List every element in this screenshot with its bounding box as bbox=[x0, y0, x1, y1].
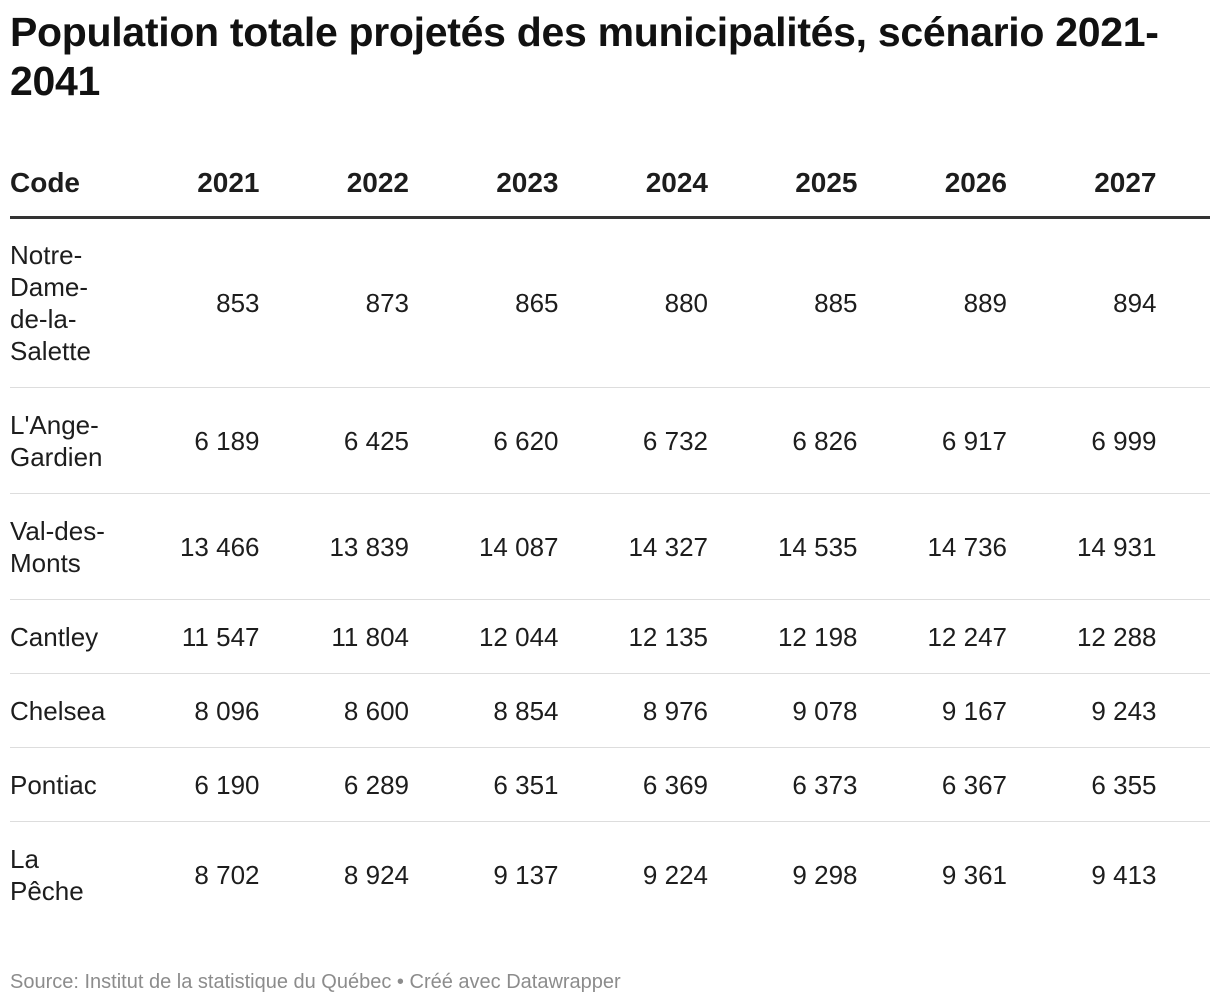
value-cell-2022: 873 bbox=[259, 217, 409, 388]
row-spacer bbox=[1157, 822, 1211, 928]
municipality-name-cell: Chelsea bbox=[10, 673, 110, 748]
value-cell-2027: 6 355 bbox=[1007, 747, 1157, 822]
value-cell-2023: 14 087 bbox=[409, 493, 559, 600]
value-cell-2022: 8 600 bbox=[259, 673, 409, 748]
value-cell-2023: 9 137 bbox=[493, 859, 559, 890]
value-cell-2022: 6 289 bbox=[259, 747, 409, 822]
value-cell-2022: 11 804 bbox=[259, 599, 409, 674]
value-cell-2025: 885 bbox=[708, 217, 858, 388]
value-cell-2024: 12 135 bbox=[558, 599, 708, 674]
column-header-2022[interactable]: 2022 bbox=[259, 150, 409, 219]
value-cell-2026: 889 bbox=[857, 217, 1007, 388]
row-spacer bbox=[1156, 599, 1210, 674]
municipality-name-cell: Pontiac bbox=[10, 747, 110, 822]
table-row: La Pêche 8 702 8 924 9 137 9 224 9 298 9 361 9 4… bbox=[10, 822, 1210, 928]
row-spacer bbox=[1156, 493, 1210, 600]
column-header-2023[interactable]: 2023 bbox=[409, 150, 559, 219]
value-cell-2023: 865 bbox=[409, 217, 559, 388]
municipality-name-cell: Cantley bbox=[10, 599, 110, 674]
municipality-name-cell: La Pêche bbox=[10, 843, 84, 906]
header-row: Code 2021 2022 2023 2024 2025 2026 2027 bbox=[10, 150, 1210, 219]
row-spacer bbox=[1156, 747, 1210, 822]
value-cell-2023: 6 351 bbox=[409, 747, 559, 822]
value-cell-2022: 6 425 bbox=[259, 387, 409, 494]
table-header: Code 2021 2022 2023 2024 2025 2026 2027 bbox=[10, 150, 1210, 219]
value-cell-2023: 6 620 bbox=[409, 387, 559, 494]
value-cell-2025: 12 198 bbox=[708, 599, 858, 674]
table-row: Val-des- Monts 13 466 13 839 14 087 14 327 14 … bbox=[10, 493, 1210, 600]
value-cell-2026: 9 167 bbox=[857, 673, 1007, 748]
row-spacer bbox=[1156, 387, 1210, 494]
column-header-code[interactable]: Code bbox=[10, 150, 110, 219]
column-header-2025[interactable]: 2025 bbox=[708, 150, 858, 219]
value-cell-2027: 894 bbox=[1007, 217, 1157, 388]
value-cell-2026: 14 736 bbox=[857, 493, 1007, 600]
value-cell-2025: 14 535 bbox=[708, 493, 858, 600]
value-cell-2021: 6 190 bbox=[110, 747, 260, 822]
row-spacer bbox=[1156, 217, 1210, 388]
table-row: Chelsea 8 096 8 600 8 854 8 976 9 078 9 167 9 2… bbox=[10, 673, 1210, 748]
column-header-2027[interactable]: 2027 bbox=[1007, 150, 1157, 219]
column-header-2026[interactable]: 2026 bbox=[857, 150, 1007, 219]
column-header-2024[interactable]: 2024 bbox=[558, 150, 708, 219]
value-cell-2021: 8 702 bbox=[194, 859, 260, 890]
value-cell-2021: 11 547 bbox=[110, 599, 260, 674]
value-cell-2026: 12 247 bbox=[857, 599, 1007, 674]
value-cell-2025: 9 298 bbox=[792, 859, 858, 890]
footer-separator: • bbox=[396, 971, 404, 993]
source-label: Source: bbox=[10, 971, 79, 993]
value-cell-2023: 8 854 bbox=[409, 673, 559, 748]
value-cell-2027: 14 931 bbox=[1007, 493, 1157, 600]
table-row: Cantley 11 547 11 804 12 044 12 135 12 198 12 … bbox=[10, 599, 1210, 674]
value-cell-2021: 13 466 bbox=[110, 493, 260, 600]
value-cell-2023: 12 044 bbox=[409, 599, 559, 674]
value-cell-2026: 6 917 bbox=[857, 387, 1007, 494]
value-cell-2027: 9 243 bbox=[1007, 673, 1157, 748]
value-cell-2021: 8 096 bbox=[110, 673, 260, 748]
value-cell-2025: 9 078 bbox=[708, 673, 858, 748]
value-cell-2024: 14 327 bbox=[558, 493, 708, 600]
value-cell-2027: 6 999 bbox=[1007, 387, 1157, 494]
table-body: Notre- Dame-de-la- Salette 853 873 865 880 885 8… bbox=[10, 217, 1210, 928]
credit-text: Créé avec Datawrapper bbox=[409, 971, 621, 993]
row-spacer bbox=[1156, 673, 1210, 748]
municipality-name-cell: Notre- Dame-de-la- Salette bbox=[10, 217, 110, 388]
value-cell-2025: 6 826 bbox=[708, 387, 858, 494]
municipality-name-cell: L'Ange- Gardien bbox=[10, 387, 110, 494]
value-cell-2027: 9 413 bbox=[1091, 859, 1157, 890]
value-cell-2024: 6 732 bbox=[558, 387, 708, 494]
data-table: Code 2021 2022 2023 2024 2025 2026 2027 … bbox=[10, 150, 1210, 928]
municipality-name-cell: Val-des- Monts bbox=[10, 493, 110, 600]
source-footer: Source: Institut de la statistique du Qu… bbox=[10, 969, 621, 995]
value-cell-2024: 8 976 bbox=[558, 673, 708, 748]
value-cell-2024: 9 224 bbox=[642, 859, 708, 890]
table-row: L'Ange- Gardien 6 189 6 425 6 620 6 732 6 826 6… bbox=[10, 387, 1210, 494]
table-row: Pontiac 6 190 6 289 6 351 6 369 6 373 6 367 6 3… bbox=[10, 747, 1210, 822]
column-header-2021[interactable]: 2021 bbox=[110, 150, 260, 219]
value-cell-2022: 8 924 bbox=[343, 859, 409, 890]
source-name: Institut de la statistique du Québec bbox=[84, 971, 392, 993]
value-cell-2021: 853 bbox=[110, 217, 260, 388]
value-cell-2024: 880 bbox=[558, 217, 708, 388]
value-cell-2026: 9 361 bbox=[941, 859, 1007, 890]
value-cell-2024: 6 369 bbox=[558, 747, 708, 822]
table-row: Notre- Dame-de-la- Salette 853 873 865 880 885 8… bbox=[10, 217, 1210, 388]
value-cell-2026: 6 367 bbox=[857, 747, 1007, 822]
column-spacer bbox=[1156, 150, 1210, 219]
value-cell-2025: 6 373 bbox=[708, 747, 858, 822]
value-cell-2022: 13 839 bbox=[259, 493, 409, 600]
value-cell-2021: 6 189 bbox=[110, 387, 260, 494]
chart-title: Population totale projetés des municipal… bbox=[10, 9, 1159, 104]
value-cell-2027: 12 288 bbox=[1007, 599, 1157, 674]
